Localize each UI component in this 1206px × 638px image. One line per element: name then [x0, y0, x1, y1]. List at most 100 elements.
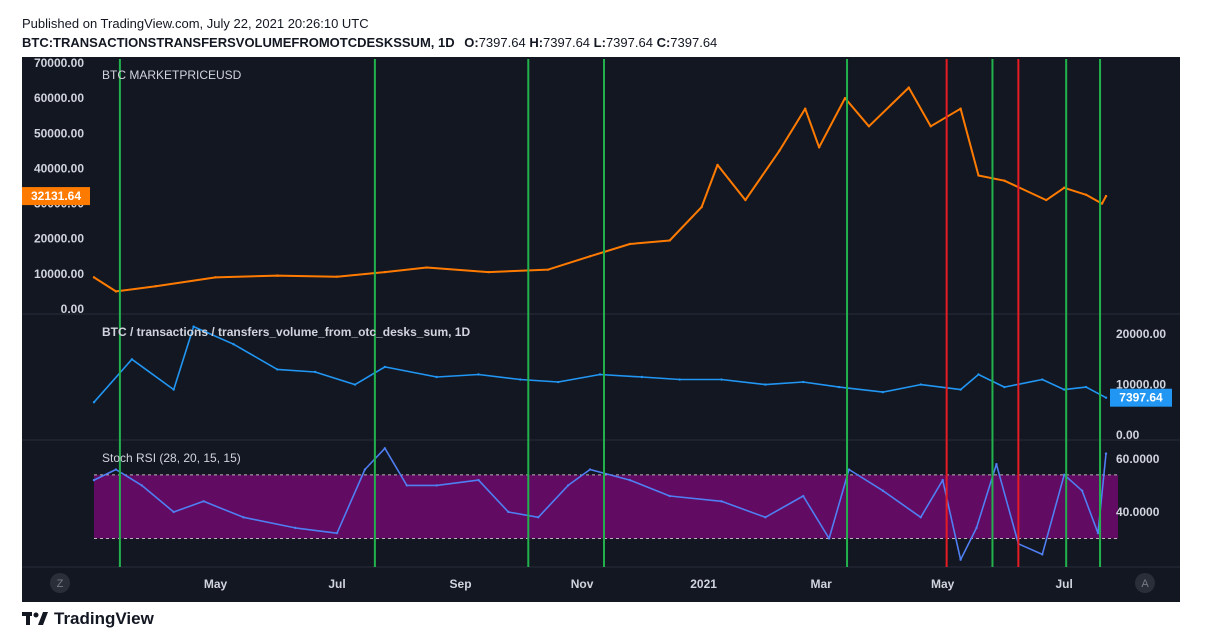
zoom-button[interactable]	[50, 573, 70, 593]
data-point	[519, 378, 522, 381]
data-point	[1084, 385, 1088, 389]
data-point	[232, 343, 235, 346]
data-point	[487, 270, 490, 274]
data-point	[435, 375, 438, 379]
ohlc-open-label: O:	[464, 35, 479, 50]
data-point	[959, 558, 962, 561]
chart-canvas[interactable]: 70000.0060000.0050000.0040000.0030000.00…	[22, 57, 1180, 602]
data-point	[547, 268, 550, 271]
y-tick-label: 60.0000	[1116, 452, 1160, 466]
data-point	[804, 107, 807, 110]
data-point	[1041, 378, 1044, 381]
data-point	[720, 378, 723, 381]
y-tick-label: 0.00	[1116, 428, 1140, 442]
data-point	[276, 274, 279, 277]
x-tick-label: Jul	[1056, 577, 1073, 591]
data-point	[363, 468, 367, 471]
ohlc-close-label: C:	[656, 35, 671, 50]
data-point	[764, 516, 767, 519]
ohlc-low-label: L:	[593, 35, 606, 50]
data-point	[92, 401, 96, 404]
y-tick-label: 10000.00	[34, 267, 84, 281]
volume-last-value-label: 7397.64	[1119, 391, 1163, 405]
data-point	[588, 468, 592, 471]
y-tick-label: 60000.00	[34, 91, 84, 105]
data-point	[1062, 473, 1066, 477]
data-point	[959, 388, 962, 391]
data-point	[716, 163, 719, 167]
data-point	[1045, 198, 1048, 202]
data-point	[383, 447, 387, 450]
data-point	[435, 484, 438, 487]
data-point	[1096, 531, 1100, 535]
data-point	[867, 125, 871, 128]
data-point	[92, 276, 96, 279]
symbol-legend: BTC:TRANSACTIONSTRANSFERSVOLUMEFROMOTCDE…	[22, 35, 717, 50]
data-point	[114, 290, 118, 293]
data-point	[556, 380, 560, 384]
data-point	[668, 239, 671, 242]
data-point	[995, 463, 998, 466]
ohlc-low-value: 7397.64	[605, 35, 653, 50]
x-tick-label: Nov	[571, 577, 594, 591]
data-point	[477, 478, 480, 482]
brand-name: TradingView	[54, 609, 154, 628]
published-note: Published on TradingView.com, July 22, 2…	[22, 16, 369, 31]
data-point	[172, 510, 175, 514]
data-point	[941, 478, 944, 482]
data-point	[700, 205, 703, 209]
data-point	[678, 378, 681, 381]
y-tick-label: 20000.00	[34, 232, 84, 246]
data-point	[1041, 553, 1044, 556]
ohlc-high-label: H:	[529, 35, 544, 50]
data-point	[353, 383, 357, 386]
x-tick-label: May	[931, 577, 955, 591]
data-point	[837, 385, 841, 389]
x-tick-label: Mar	[810, 577, 832, 591]
y-tick-label: 40.0000	[1116, 505, 1160, 519]
data-point	[1062, 186, 1066, 189]
ohlc-close-value: 7397.64	[670, 35, 718, 50]
data-point	[92, 478, 96, 482]
data-point	[843, 96, 847, 100]
data-point	[214, 276, 217, 279]
stoch-rsi-band	[94, 474, 1118, 539]
data-point	[507, 510, 510, 514]
data-point	[1104, 452, 1108, 455]
data-point	[744, 198, 747, 202]
symbol-name: BTC:TRANSACTIONSTRANSFERSVOLUMEFROMOTCDE…	[22, 35, 455, 50]
data-point	[977, 373, 980, 376]
data-point	[537, 516, 540, 519]
data-point	[764, 383, 767, 386]
stoch-rsi-series-line	[93, 447, 1107, 561]
data-point	[827, 537, 831, 540]
ohlc-open-value: 7397.64	[478, 35, 526, 50]
data-point	[477, 373, 480, 376]
data-point	[313, 370, 317, 374]
y-tick-label: 70000.00	[34, 57, 84, 70]
pane-title: BTC MARKETPRICEUSD	[102, 68, 242, 82]
data-point	[1003, 385, 1006, 389]
price-last-value-badge	[22, 187, 90, 206]
data-point	[383, 270, 387, 274]
data-point	[1104, 396, 1108, 399]
data-point	[1080, 489, 1084, 492]
auto-scale-icon: A	[1141, 578, 1149, 590]
zoom-icon: Z	[57, 578, 64, 590]
data-point	[1003, 179, 1006, 182]
data-point	[192, 325, 195, 328]
data-point	[640, 375, 644, 379]
data-point	[1100, 202, 1104, 205]
auto-scale-button[interactable]	[1135, 573, 1155, 593]
data-point	[1062, 388, 1066, 391]
data-point	[881, 390, 885, 394]
data-point	[588, 255, 592, 258]
y-tick-label: 50000.00	[34, 126, 84, 140]
data-point	[668, 494, 671, 498]
volume-last-value-badge	[1110, 388, 1172, 407]
data-point	[172, 388, 175, 391]
data-point	[566, 484, 570, 487]
data-point	[276, 368, 279, 371]
tradingview-brand[interactable]: TradingView	[22, 609, 154, 629]
data-point	[720, 500, 723, 503]
